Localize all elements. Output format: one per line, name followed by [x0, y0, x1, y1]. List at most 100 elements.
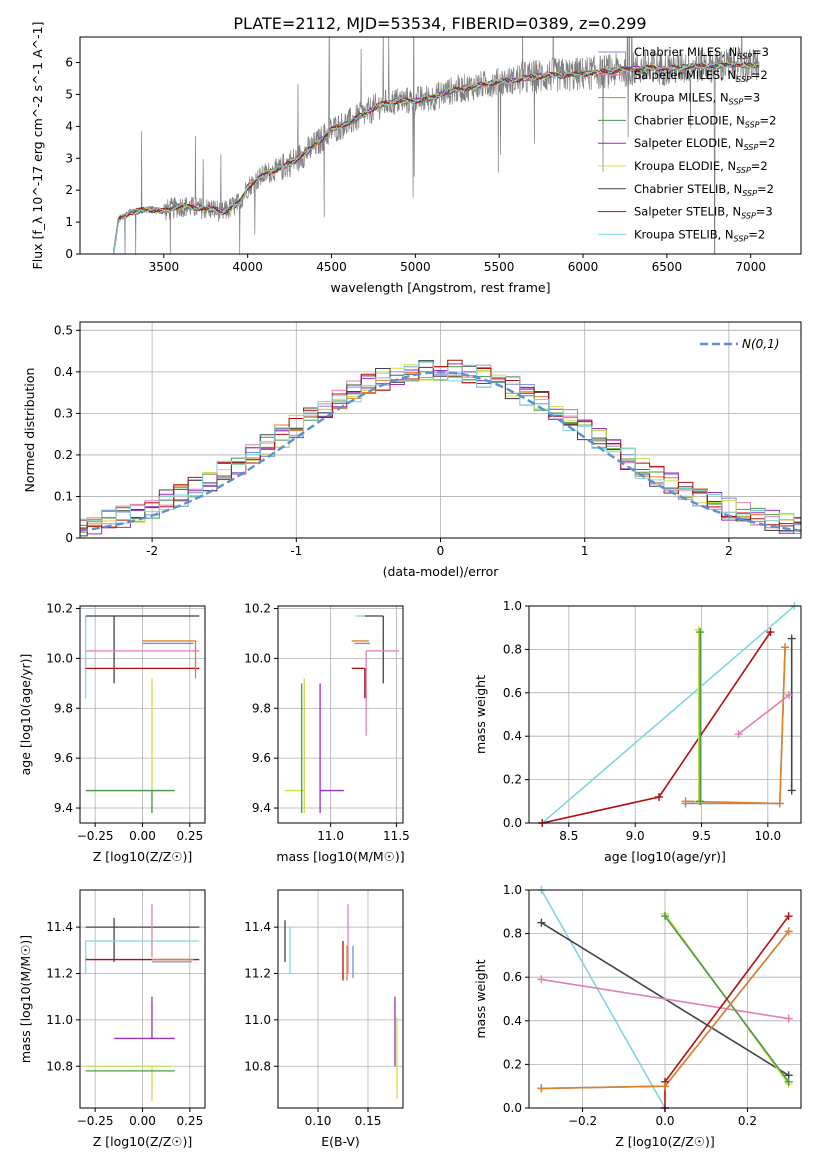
y-tick-label: 11.4 [244, 920, 271, 934]
x-tick-label: 7000 [735, 260, 766, 274]
figure-title: PLATE=2112, MJD=53534, FIBERID=0389, z=0… [233, 14, 646, 33]
y-axis-label: mass weight [473, 959, 488, 1038]
panels: 3500 4000 4500 5000 5500 6000 6500 7000 0 1 2 3 4 5 6 w… [18, 22, 802, 1149]
y-axis-label: Normed distribution [22, 368, 37, 493]
x-tick-label: 0.00 [129, 829, 156, 843]
x-tick-label: 5500 [484, 260, 515, 274]
series-line-salpeter-miles [541, 978, 789, 1020]
series-line-salpeter-miles [738, 694, 790, 735]
marker-chabrier-elodie [661, 912, 669, 921]
y-tick-label: 0.2 [503, 773, 522, 787]
age-vs-Z-plot-area [85, 615, 200, 814]
y-tick-label: 10.8 [46, 1059, 73, 1073]
y-tick-label: 0.0 [503, 1101, 522, 1115]
marker-kroupa-miles [781, 643, 790, 652]
y-tick-label: 1.0 [503, 883, 522, 897]
marker-chabrier-stelib [787, 786, 796, 795]
legend-label: Kroupa MILES, NSSP=3 [634, 91, 760, 107]
x-tick-label: 11.5 [383, 829, 410, 843]
axes-frame [277, 605, 404, 824]
y-tick-label: 9.8 [252, 701, 271, 715]
y-tick-label: 10.2 [46, 601, 73, 615]
weight-vs-age-panel: 8.5 9.0 9.5 10.0 0.0 0.2 0.4 0.6 0.8 1.0 age [log1… [473, 599, 802, 864]
spectrum-panel: 3500 4000 4500 5000 5500 6000 6500 7000 0 1 2 3 4 5 6 w… [30, 22, 802, 295]
mass-vs-Z-plot-area [85, 903, 200, 1102]
x-axis-label: Z [log10(Z/Z☉)] [615, 1134, 715, 1149]
marker-salpeter-miles [734, 730, 743, 739]
y-tick-label: 6 [65, 56, 73, 70]
x-tick-label: −0.2 [568, 1114, 597, 1128]
x-tick-label: 8.5 [559, 829, 578, 843]
x-tick-label: 9.5 [692, 829, 711, 843]
y-tick-label: 0.4 [503, 1014, 522, 1028]
marker-salpeter-stelib [766, 628, 775, 637]
y-tick-label: 2 [65, 183, 73, 197]
x-tick-label: 10.0 [754, 829, 781, 843]
y-tick-label: 0.6 [503, 686, 522, 700]
legend-label: Kroupa ELODIE, NSSP=2 [634, 159, 768, 175]
x-axis-label: wavelength [Angstrom, rest frame] [330, 280, 550, 295]
y-tick-label: 10.0 [46, 651, 73, 665]
y-tick-label: 0.5 [54, 323, 73, 337]
x-axis-label: (data-model)/error [383, 564, 500, 579]
observed-spectrum-line [113, 37, 760, 254]
y-axis-label: mass [log10(M/M☉)] [18, 935, 33, 1063]
x-tick-label: 0.0 [655, 1114, 674, 1128]
marker-chabrier-elodie [784, 1077, 793, 1086]
x-tick-label: -2 [146, 544, 158, 558]
y-tick-label: 0 [65, 531, 73, 545]
spectrum-plot-area [113, 37, 760, 254]
marker-chabrier-elodie [696, 797, 705, 806]
y-tick-label: 10.2 [244, 601, 271, 615]
x-tick-label: 3500 [149, 260, 180, 274]
x-tick-label: 0.00 [129, 1114, 156, 1128]
normal-curve [80, 371, 801, 532]
x-tick-label: 1 [581, 544, 589, 558]
legend-label: Salpeter MILES, NSSP=2 [634, 68, 768, 84]
series-line-kroupa-stelib [541, 606, 795, 823]
x-axis-label: mass [log10(M/M☉)] [276, 849, 404, 864]
histogram-chabrier-miles [80, 369, 801, 532]
legend-label: Chabrier MILES, NSSP=3 [634, 45, 769, 61]
series-line-salpeter-stelib [664, 915, 790, 1108]
legend-label: Salpeter ELODIE, NSSP=2 [634, 136, 775, 152]
y-tick-label: 0.8 [503, 642, 522, 656]
y-tick-label: 11.0 [46, 1013, 73, 1027]
x-tick-label: 0.15 [355, 1114, 382, 1128]
x-axis-label: E(B-V) [321, 1134, 360, 1149]
model-line-kroupa-stelib [113, 61, 760, 254]
x-tick-label: 0.25 [176, 829, 203, 843]
legend-label: Kroupa STELIB, NSSP=2 [634, 227, 765, 243]
weight-vs-age-plot-area [541, 606, 795, 823]
y-tick-label: 0.2 [503, 1057, 522, 1071]
marker-chabrier-stelib [787, 634, 796, 643]
legend-label: Chabrier ELODIE, NSSP=2 [634, 113, 776, 129]
x-tick-label: -1 [290, 544, 302, 558]
y-tick-label: 11.2 [46, 966, 73, 980]
y-axis-label: mass weight [473, 675, 488, 754]
histogram-salpeter-stelib [80, 359, 801, 529]
y-tick-label: 1.0 [503, 599, 522, 613]
axes-frame [528, 605, 802, 824]
x-tick-label: 6000 [568, 260, 599, 274]
age-vs-mass-plot-area [284, 615, 400, 814]
series-line-kroupa-stelib [540, 890, 666, 1108]
residuals-plot-area [80, 359, 801, 537]
x-axis-label: Z [log10(Z/Z☉)] [93, 1134, 193, 1149]
x-tick-label: 9.0 [626, 829, 645, 843]
y-tick-label: 0.8 [503, 927, 522, 941]
y-tick-label: 9.4 [252, 801, 271, 815]
mass-vs-ebv-plot-area [284, 903, 398, 1099]
marker-kroupa-miles [784, 927, 793, 936]
age-vs-mass-panel: 11.0 11.5 9.4 9.6 9.8 10.0 10.2 mass [log10(M/M… [244, 601, 409, 864]
residuals-panel: -2 -1 0 1 2 0 0.1 0.2 0.3 0.4 0.5 (data-model)/erro… [22, 321, 802, 579]
x-axis-label: Z [log10(Z/Z☉)] [93, 849, 193, 864]
histogram-chabrier-stelib [80, 360, 801, 537]
y-tick-label: 4 [65, 119, 73, 133]
marker-salpeter-stelib [655, 792, 664, 801]
y-tick-label: 9.6 [252, 751, 271, 765]
y-tick-label: 0.0 [503, 816, 522, 830]
y-tick-label: 9.8 [54, 701, 73, 715]
x-tick-label: 5000 [400, 260, 431, 274]
y-axis-label: age [log10(age/yr)] [18, 654, 33, 776]
